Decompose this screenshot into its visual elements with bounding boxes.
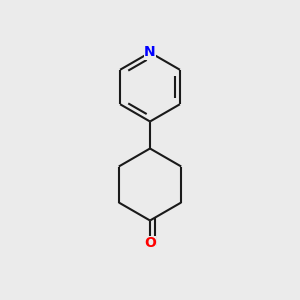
Text: O: O <box>144 236 156 250</box>
Text: N: N <box>144 46 156 59</box>
